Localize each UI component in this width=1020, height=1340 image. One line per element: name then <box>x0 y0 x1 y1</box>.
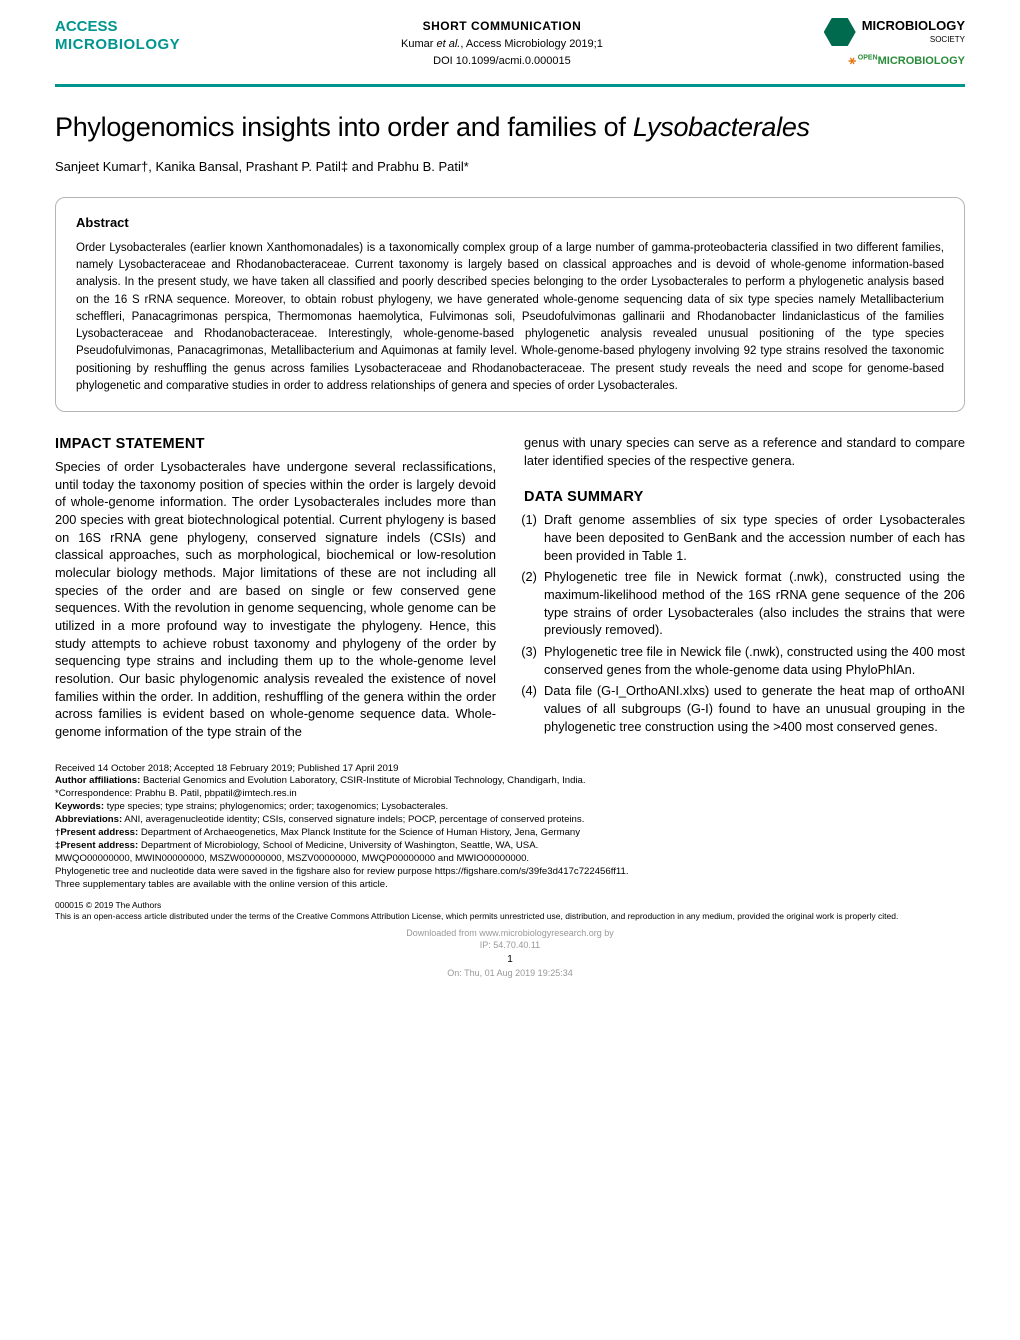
open-access-text: MICROBIOLOGY <box>878 55 965 67</box>
page-number: 1 <box>55 953 965 967</box>
list-item: Phylogenetic tree file in Newick format … <box>544 568 965 639</box>
received-line: Received 14 October 2018; Accepted 18 Fe… <box>55 763 965 776</box>
open-access-badge: ⚹OPENMICROBIOLOGY <box>824 52 965 69</box>
society-sub: SOCIETY <box>930 35 965 44</box>
addr1-text: Department of Archaeogenetics, Max Planc… <box>138 827 580 838</box>
addr2-label: ‡Present address: <box>55 840 138 851</box>
figshare-line: Phylogenetic tree and nucleotide data we… <box>55 866 965 879</box>
abstract-text: Order Lysobacterales (earlier known Xant… <box>76 240 944 395</box>
license-line: This is an open-access article distribut… <box>55 911 965 922</box>
hexagon-icon <box>824 18 856 46</box>
journal-line1: ACCESS <box>55 18 180 36</box>
title-emphasis: Lysobacterales <box>633 112 810 142</box>
data-summary-list: Draft genome assemblies of six type spec… <box>524 511 965 735</box>
accessions-line: MWQO00000000, MWIN00000000, MSZW00000000… <box>55 853 965 866</box>
title-prefix: Phylogenomics insights into order and fa… <box>55 112 633 142</box>
affiliations-line: Author affiliations: Bacterial Genomics … <box>55 775 965 788</box>
citation: Kumar et al., Access Microbiology 2019;1 <box>401 37 603 52</box>
data-summary-heading: DATA SUMMARY <box>524 487 965 507</box>
ip-line: IP: 54.70.40.11 <box>55 939 965 951</box>
impact-continuation: genus with unary species can serve as a … <box>524 434 965 469</box>
kw-label: Keywords: <box>55 801 104 812</box>
downloaded-line: Downloaded from www.microbiologyresearch… <box>55 927 965 939</box>
society-name: MICROBIOLOGY <box>862 18 965 33</box>
addr1-label: †Present address: <box>55 827 138 838</box>
column-left: IMPACT STATEMENT Species of order Lysoba… <box>55 434 496 741</box>
society-text: MICROBIOLOGY SOCIETY <box>862 20 965 45</box>
footer: Received 14 October 2018; Accepted 18 Fe… <box>0 753 1020 979</box>
logos: MICROBIOLOGY SOCIETY ⚹OPENMICROBIOLOGY <box>824 18 965 69</box>
body-columns: IMPACT STATEMENT Species of order Lysoba… <box>0 430 1020 753</box>
page-header: ACCESS MICROBIOLOGY SHORT COMMUNICATION … <box>0 0 1020 78</box>
authors: Sanjeet Kumar†, Kanika Bansal, Prashant … <box>0 156 1020 188</box>
journal-brand: ACCESS MICROBIOLOGY <box>55 18 180 54</box>
copyright-block: 000015 © 2019 The Authors This is an ope… <box>55 900 965 923</box>
affil-text: Bacterial Genomics and Evolution Laborat… <box>140 775 585 786</box>
unlock-icon: ⚹ <box>849 53 856 67</box>
journal-line2: MICROBIOLOGY <box>55 36 180 54</box>
supp-line: Three supplementary tables are available… <box>55 879 965 892</box>
addr2-text: Department of Microbiology, School of Me… <box>138 840 538 851</box>
impact-text: Species of order Lysobacterales have und… <box>55 458 496 741</box>
copyright-line: 000015 © 2019 The Authors <box>55 900 965 911</box>
citation-prefix: Kumar <box>401 38 436 50</box>
impact-heading: IMPACT STATEMENT <box>55 434 496 454</box>
doi: DOI 10.1099/acmi.0.000015 <box>401 54 603 69</box>
article-meta: SHORT COMMUNICATION Kumar et al., Access… <box>401 18 603 70</box>
article-title: Phylogenomics insights into order and fa… <box>0 87 1020 157</box>
list-item: Data file (G-I_OrthoANI.xlxs) used to ge… <box>544 682 965 735</box>
correspondence-line: *Correspondence: Prabhu B. Patil, pbpati… <box>55 788 965 801</box>
list-item: Phylogenetic tree file in Newick file (.… <box>544 643 965 678</box>
abbr-text: ANI, averagenucleotide identity; CSIs, c… <box>122 814 584 825</box>
column-right: genus with unary species can serve as a … <box>524 434 965 741</box>
list-item: Draft genome assemblies of six type spec… <box>544 511 965 564</box>
keywords-line: Keywords: type species; type strains; ph… <box>55 801 965 814</box>
open-prefix: OPEN <box>858 54 878 61</box>
abbr-line: Abbreviations: ANI, averagenucleotide id… <box>55 814 965 827</box>
society-logo: MICROBIOLOGY SOCIETY <box>824 18 965 46</box>
affil-label: Author affiliations: <box>55 775 140 786</box>
citation-etal: et al. <box>437 38 461 50</box>
present-addr1: †Present address: Department of Archaeog… <box>55 827 965 840</box>
kw-text: type species; type strains; phylogenomic… <box>104 801 448 812</box>
abstract-box: Abstract Order Lysobacterales (earlier k… <box>55 197 965 412</box>
abstract-heading: Abstract <box>76 214 944 232</box>
article-type: SHORT COMMUNICATION <box>401 18 603 35</box>
present-addr2: ‡Present address: Department of Microbio… <box>55 840 965 853</box>
date-line: On: Thu, 01 Aug 2019 19:25:34 <box>55 967 965 979</box>
abbr-label: Abbreviations: <box>55 814 122 825</box>
citation-suffix: , Access Microbiology 2019;1 <box>460 38 602 50</box>
